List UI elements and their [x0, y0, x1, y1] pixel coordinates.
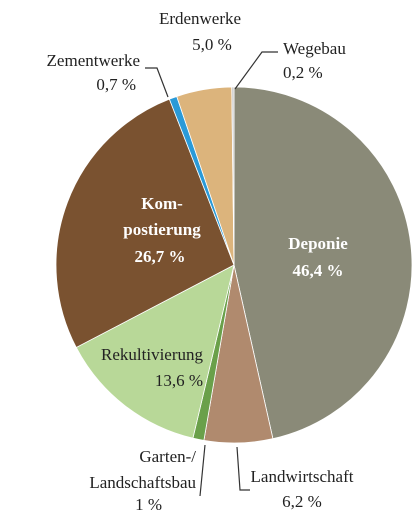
- leader-line: [234, 51, 278, 90]
- label-line: Wegebau: [283, 39, 346, 58]
- slice-label: Landwirtschaft: [251, 467, 354, 486]
- label-line: Kom-: [141, 194, 183, 213]
- value-label: 6,2 %: [282, 492, 322, 511]
- slice-label: Zementwerke: [47, 51, 140, 70]
- label-line: Garten-/: [139, 447, 196, 466]
- slice-label: Deponie: [288, 234, 348, 253]
- label-line: postierung: [123, 220, 201, 239]
- value-label: 0,7 %: [96, 75, 136, 94]
- pie-slice: [233, 86, 413, 440]
- slice-label: Erdenwerke: [159, 9, 241, 28]
- value-label: 13,6 %: [155, 371, 203, 390]
- slice-label: Rekultivierung: [101, 345, 203, 364]
- label-line: Deponie: [288, 234, 348, 253]
- value-label: 46,4 %: [293, 261, 344, 280]
- value-label: 0,2 %: [283, 63, 323, 82]
- pie-slice: [75, 264, 235, 439]
- pie-slice: [231, 86, 235, 266]
- slice-label: Wegebau: [283, 39, 346, 58]
- label-line: Landschaftsbau: [89, 473, 196, 492]
- leader-line: [145, 67, 169, 98]
- value-label: 5,0 %: [192, 35, 232, 54]
- slice-label: Kom-postierung: [123, 194, 201, 239]
- value-label: 1 %: [135, 495, 162, 514]
- label-line: Rekultivierung: [101, 345, 203, 364]
- value-label: 26,7 %: [135, 247, 186, 266]
- label-line: Landwirtschaft: [251, 467, 354, 486]
- label-line: Zementwerke: [47, 51, 140, 70]
- slice-label: Garten-/ Landschaftsbau: [89, 447, 196, 492]
- leader-line: [199, 444, 206, 497]
- pie-slice: [55, 98, 235, 348]
- label-line: Erdenwerke: [159, 9, 241, 28]
- leader-line: [236, 446, 250, 491]
